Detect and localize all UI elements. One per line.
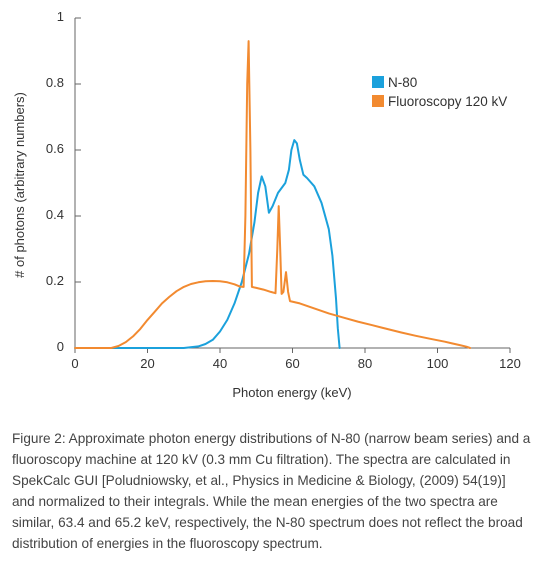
figure-caption: Figure 2: Approximate photon energy dist… (12, 431, 531, 551)
x-tick-label: 40 (213, 356, 227, 371)
legend-label: Fluoroscopy 120 kV (388, 94, 507, 109)
x-tick-label: 0 (71, 356, 78, 371)
x-tick-label: 20 (140, 356, 154, 371)
spectrum-chart: 0 20 40 60 80 100 120 0 0.2 0.4 0.6 0.8 1 N-80 Fluoro… (12, 9, 521, 400)
x-tick-label: 60 (285, 356, 299, 371)
y-tick-label: 0.4 (46, 207, 64, 222)
legend: N-80 Fluoroscopy 120 kV (372, 75, 507, 109)
x-axis-title: Photon energy (keV) (232, 385, 351, 400)
y-tick-label: 0.6 (46, 141, 64, 156)
series-line-0 (74, 139, 341, 349)
y-tick-label: 0 (57, 339, 64, 354)
series-line-1 (74, 40, 472, 349)
y-tick-label: 0.8 (46, 75, 64, 90)
y-axis-title: # of photons (arbitrary numbers) (12, 92, 27, 278)
legend-label: N-80 (388, 75, 417, 90)
x-tick-label: 80 (358, 356, 372, 371)
y-tick-label: 0.2 (46, 273, 64, 288)
x-tick-label: 120 (499, 356, 521, 371)
y-tick-label: 1 (57, 9, 64, 24)
legend-swatch (372, 95, 384, 107)
x-tick-label: 100 (427, 356, 449, 371)
axes: 0 20 40 60 80 100 120 0 0.2 0.4 0.6 0.8 1 (46, 9, 521, 371)
legend-swatch (372, 76, 384, 88)
series-layer (74, 40, 472, 349)
